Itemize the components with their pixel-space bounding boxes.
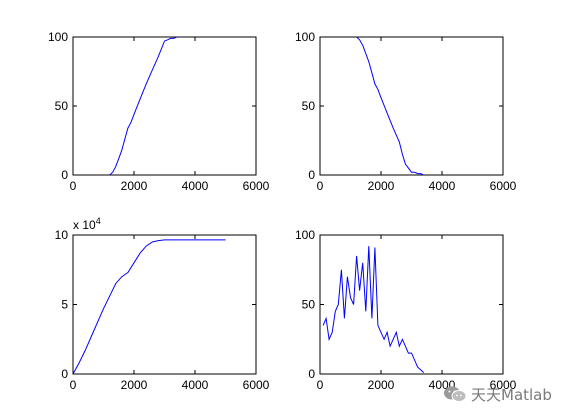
x-tick-label: 2000 <box>121 378 148 392</box>
y-tick-label: 50 <box>55 99 69 113</box>
x-tick-label: 6000 <box>243 179 270 193</box>
y-tick-label: 0 <box>308 367 315 381</box>
subplot-3: 0 2000 4000 6000 0 5 10 x 104 <box>55 216 270 392</box>
y-tick-label: 50 <box>302 99 316 113</box>
x-tick-label: 0 <box>70 378 77 392</box>
y-tick-label: 0 <box>308 168 315 182</box>
series-line <box>72 239 226 375</box>
axes-box <box>72 234 257 375</box>
axes-box <box>319 36 504 176</box>
y-tick-label: 100 <box>48 30 68 44</box>
watermark: 天天Matlab <box>443 384 552 404</box>
x-tick-label: 6000 <box>490 179 517 193</box>
y-tick-label: 100 <box>295 228 315 242</box>
x-tick-label: 4000 <box>429 179 456 193</box>
x-tick-label: 0 <box>317 378 324 392</box>
x-tick-label: 6000 <box>490 378 517 392</box>
watermark-text: 天天Matlab <box>471 385 552 404</box>
x-tick-label: 2000 <box>368 378 395 392</box>
x-tick-label: 0 <box>317 179 324 193</box>
x-tick-label: 2000 <box>368 179 395 193</box>
y-tick-label: 100 <box>295 30 315 44</box>
y-tick-label: 0 <box>61 168 68 182</box>
x-tick-label: 6000 <box>243 378 270 392</box>
y-tick-label: 10 <box>55 228 69 242</box>
x-tick-label: 0 <box>70 179 77 193</box>
y-tick-label: 0 <box>61 367 68 381</box>
series-line <box>356 36 424 176</box>
axes-box <box>319 234 504 375</box>
axes-box <box>72 36 257 176</box>
y-tick-label: 50 <box>302 298 316 312</box>
y-tick-label: 5 <box>61 298 68 312</box>
x-tick-label: 4000 <box>182 179 209 193</box>
x-tick-label: 2000 <box>121 179 148 193</box>
exponent-label: x 104 <box>73 216 101 232</box>
subplot-2: 0 2000 4000 6000 0 50 100 <box>295 30 517 193</box>
series-line <box>109 36 177 176</box>
x-tick-label: 4000 <box>182 378 209 392</box>
series-line <box>322 246 425 373</box>
subplot-1: 0 2000 4000 6000 0 50 100 <box>48 30 270 193</box>
wechat-icon <box>444 386 467 402</box>
